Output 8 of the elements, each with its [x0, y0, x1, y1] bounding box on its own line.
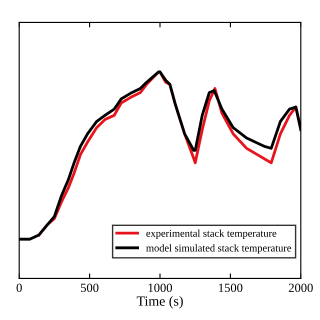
- x-tick-label: 500: [80, 284, 98, 292]
- x-tick-label: 2000: [288, 284, 313, 292]
- x-axis-title: Time (s): [136, 296, 183, 309]
- legend-label: model simulated stack temperature: [146, 244, 292, 254]
- x-tick-label: 1000: [148, 284, 172, 292]
- legend-label: experimental stack temperature: [146, 230, 276, 239]
- x-tick-label: 0: [16, 284, 22, 292]
- x-tick-label: 1500: [219, 284, 242, 292]
